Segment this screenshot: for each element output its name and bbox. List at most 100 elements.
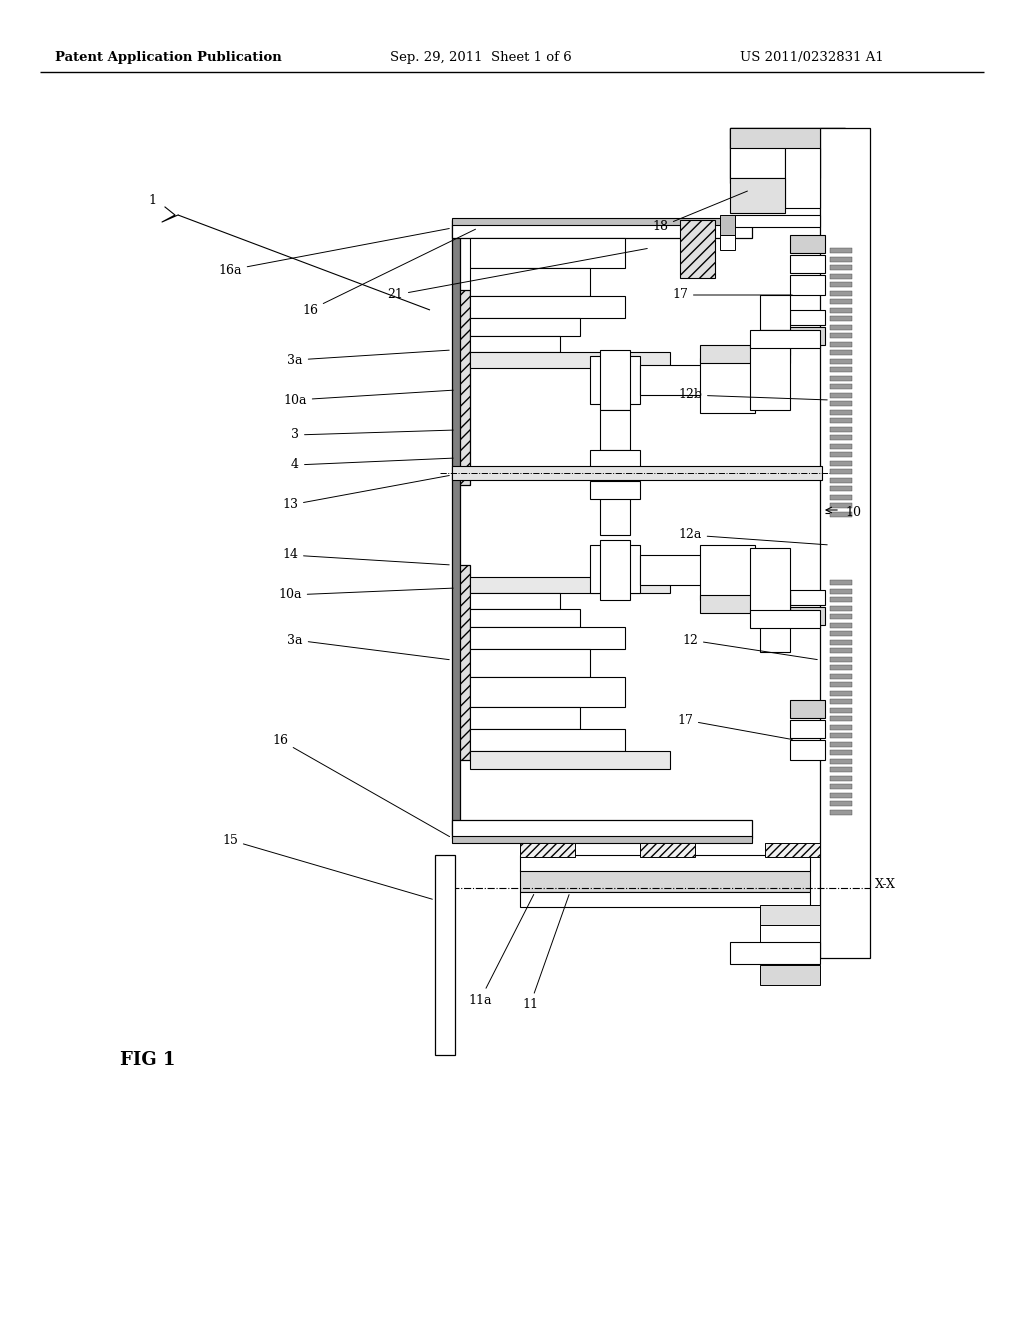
Bar <box>790 719 825 738</box>
Bar <box>600 411 630 450</box>
Bar <box>820 128 870 958</box>
Bar <box>830 392 852 397</box>
Bar <box>470 627 625 649</box>
Bar <box>830 469 852 474</box>
Bar <box>730 942 820 964</box>
Bar <box>830 759 852 763</box>
Bar <box>830 426 852 432</box>
Bar <box>830 503 852 508</box>
Bar <box>590 545 640 593</box>
Bar <box>830 614 852 619</box>
Bar <box>830 725 852 730</box>
Bar <box>760 965 820 985</box>
Bar <box>435 855 455 1055</box>
Bar <box>830 486 852 491</box>
Bar <box>760 925 820 942</box>
Bar <box>830 478 852 483</box>
Bar <box>452 466 822 480</box>
Text: 13: 13 <box>282 475 450 511</box>
Bar <box>470 238 625 268</box>
Bar <box>830 708 852 713</box>
Bar <box>790 700 825 718</box>
Text: 1: 1 <box>148 194 156 206</box>
Bar <box>830 767 852 772</box>
Text: 15: 15 <box>222 833 432 899</box>
Bar <box>750 345 790 411</box>
Text: 10a: 10a <box>279 589 454 602</box>
Bar <box>785 148 820 209</box>
Bar <box>830 589 852 594</box>
Text: X-X: X-X <box>874 879 896 891</box>
Text: 16: 16 <box>272 734 450 837</box>
Bar <box>830 350 852 355</box>
Bar <box>830 308 852 313</box>
Bar <box>730 215 820 227</box>
Bar <box>590 480 640 499</box>
Bar <box>830 300 852 304</box>
Bar <box>790 327 825 345</box>
Bar <box>830 801 852 807</box>
Text: US 2011/0232831 A1: US 2011/0232831 A1 <box>740 51 884 65</box>
Text: FIG 1: FIG 1 <box>120 1051 175 1069</box>
Bar <box>790 607 825 624</box>
Text: 10a: 10a <box>284 391 454 407</box>
Bar <box>830 418 852 422</box>
Bar <box>830 700 852 704</box>
Bar <box>830 639 852 644</box>
Bar <box>520 870 810 892</box>
Bar <box>765 843 820 857</box>
Bar <box>830 623 852 627</box>
Bar <box>830 682 852 686</box>
Bar <box>730 178 785 213</box>
Bar <box>730 128 820 178</box>
Bar <box>830 495 852 499</box>
Bar <box>452 224 460 836</box>
Bar <box>830 776 852 780</box>
Bar <box>830 690 852 696</box>
Bar <box>830 673 852 678</box>
Bar <box>730 128 845 183</box>
Bar <box>830 333 852 338</box>
Bar <box>790 275 825 294</box>
Bar <box>760 590 790 624</box>
Text: 17: 17 <box>677 714 793 739</box>
Bar <box>830 436 852 440</box>
Bar <box>700 595 790 612</box>
Bar <box>790 255 825 273</box>
Text: 10: 10 <box>845 507 861 520</box>
Bar <box>640 554 705 585</box>
Bar <box>790 590 825 605</box>
Bar <box>830 809 852 814</box>
Bar <box>830 401 852 407</box>
Bar <box>830 742 852 747</box>
Bar <box>750 330 820 348</box>
Bar <box>830 367 852 372</box>
Bar <box>720 235 735 249</box>
Bar <box>680 220 715 279</box>
Bar <box>830 451 852 457</box>
Bar <box>730 128 845 148</box>
Text: 12: 12 <box>682 634 817 660</box>
Bar <box>590 356 640 404</box>
Bar <box>456 565 470 760</box>
Bar <box>830 248 852 253</box>
Bar <box>700 345 790 363</box>
Text: 14: 14 <box>282 549 450 565</box>
Text: 16a: 16a <box>218 228 450 276</box>
Text: 16: 16 <box>302 230 475 317</box>
Bar <box>830 648 852 653</box>
Bar <box>790 235 825 253</box>
Bar <box>830 375 852 380</box>
Bar <box>830 631 852 636</box>
Bar <box>640 366 705 395</box>
Bar <box>520 855 810 871</box>
Bar <box>830 792 852 797</box>
Bar <box>470 609 580 627</box>
Bar <box>830 656 852 661</box>
Text: 3a: 3a <box>288 350 450 367</box>
Bar <box>452 836 752 843</box>
Text: 12a: 12a <box>678 528 827 545</box>
Bar <box>600 495 630 535</box>
Bar <box>750 148 810 183</box>
Bar <box>470 593 560 609</box>
